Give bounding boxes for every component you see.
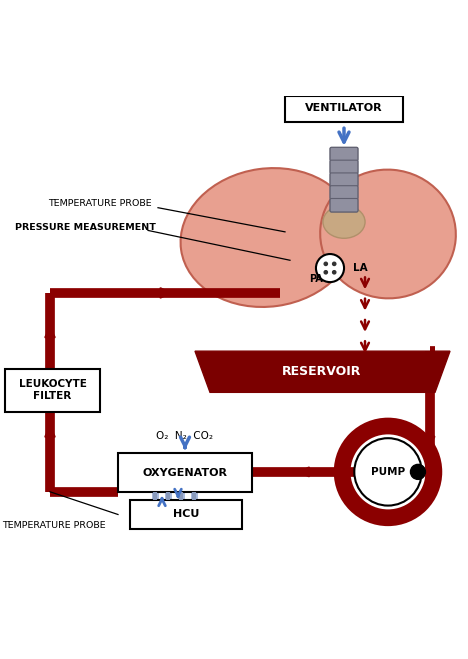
- Text: VENTILATOR: VENTILATOR: [305, 103, 383, 113]
- FancyBboxPatch shape: [118, 453, 252, 492]
- Text: LEUKOCYTE
FILTER: LEUKOCYTE FILTER: [19, 380, 87, 401]
- FancyBboxPatch shape: [130, 500, 242, 529]
- Circle shape: [332, 262, 336, 266]
- FancyBboxPatch shape: [330, 198, 358, 212]
- Ellipse shape: [181, 168, 355, 307]
- Text: OXYGENATOR: OXYGENATOR: [142, 468, 227, 478]
- Polygon shape: [195, 351, 450, 392]
- FancyBboxPatch shape: [330, 160, 358, 173]
- Text: RESERVOIR: RESERVOIR: [282, 365, 362, 378]
- Text: PRESSURE MEASUREMENT: PRESSURE MEASUREMENT: [15, 223, 156, 232]
- Circle shape: [410, 465, 425, 479]
- FancyBboxPatch shape: [330, 173, 358, 186]
- Circle shape: [323, 270, 328, 275]
- FancyBboxPatch shape: [5, 369, 100, 411]
- Circle shape: [316, 254, 344, 282]
- FancyBboxPatch shape: [285, 96, 403, 122]
- Text: TEMPERATURE PROBE: TEMPERATURE PROBE: [2, 521, 106, 530]
- Circle shape: [332, 270, 336, 275]
- Text: PA: PA: [309, 273, 323, 284]
- Text: LA: LA: [353, 263, 367, 273]
- Text: HCU: HCU: [173, 509, 199, 519]
- Text: TEMPERATURE PROBE: TEMPERATURE PROBE: [48, 199, 152, 208]
- FancyBboxPatch shape: [330, 198, 358, 212]
- FancyBboxPatch shape: [330, 148, 358, 161]
- Text: PUMP: PUMP: [371, 467, 405, 477]
- FancyBboxPatch shape: [330, 186, 358, 199]
- Ellipse shape: [320, 169, 456, 299]
- Ellipse shape: [323, 206, 365, 239]
- Circle shape: [323, 262, 328, 266]
- FancyBboxPatch shape: [330, 148, 358, 161]
- Text: O₂  N₂  CO₂: O₂ N₂ CO₂: [156, 432, 213, 442]
- FancyBboxPatch shape: [330, 160, 358, 173]
- FancyBboxPatch shape: [330, 186, 358, 199]
- FancyBboxPatch shape: [330, 173, 358, 186]
- Circle shape: [354, 438, 422, 505]
